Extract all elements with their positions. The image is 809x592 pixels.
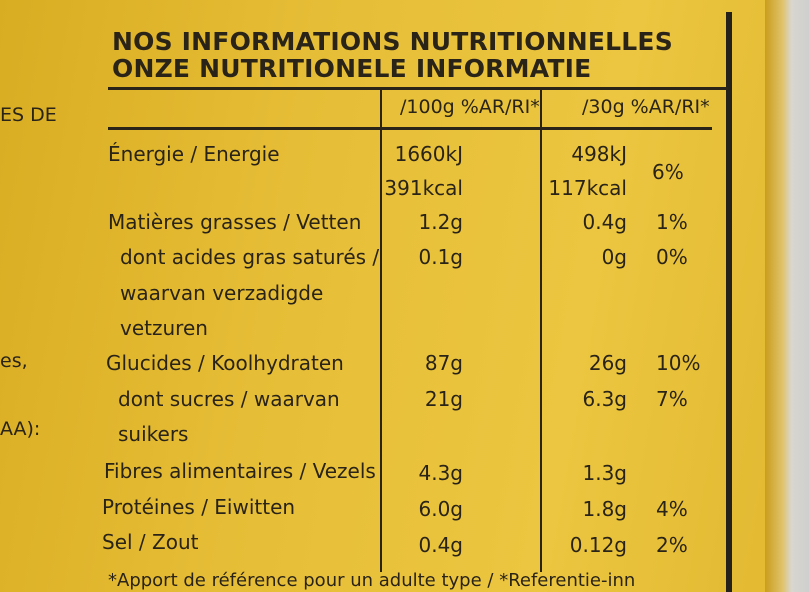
header-per-100g: /100g %AR/RI* (400, 96, 540, 118)
protein-100g: 6.0g (418, 497, 463, 521)
title-underline (108, 87, 728, 90)
energy-kj-30g: 498kJ (571, 142, 627, 166)
header-per-30g: /30g %AR/RI* (582, 96, 710, 118)
carbs-100g: 87g (424, 351, 463, 375)
salt-pct: 2% (656, 533, 688, 557)
fat-100g: 1.2g (418, 210, 463, 234)
energy-kcal-30g: 117kcal (548, 176, 627, 200)
salt-100g: 0.4g (418, 533, 463, 557)
saturated-30g: 0g (601, 245, 627, 269)
carbs-pct: 10% (656, 351, 701, 375)
table-border-right (726, 12, 732, 592)
saturated-pct: 0% (656, 245, 688, 269)
left-fragment-1: ES DE (0, 104, 57, 126)
sugars-30g: 6.3g (582, 387, 627, 411)
column-divider-right (540, 90, 542, 572)
row-label-sugars-2: suikers (118, 422, 189, 446)
sugars-100g: 21g (424, 387, 463, 411)
row-label-fat: Matières grasses / Vetten (108, 210, 362, 234)
row-label-energy: Énergie / Energie (108, 142, 280, 166)
carbs-30g: 26g (588, 351, 627, 375)
energy-pct: 6% (652, 160, 684, 184)
left-fragment-3: AA): (0, 418, 41, 440)
row-label-saturated-3: vetzuren (120, 316, 208, 340)
row-label-protein: Protéines / Eiwitten (102, 495, 296, 519)
header-underline (108, 127, 712, 130)
row-label-fibre: Fibres alimentaires / Vezels (104, 459, 376, 483)
left-fragment-2: es, (0, 350, 28, 372)
row-label-saturated-2: waarvan verzadigde (120, 281, 324, 305)
package-edge (765, 0, 809, 592)
column-divider-left (380, 90, 382, 572)
saturated-100g: 0.1g (418, 245, 463, 269)
row-label-sugars-1: dont sucres / waarvan (118, 387, 340, 411)
reference-intake-footnote: *Apport de référence pour un adulte type… (108, 570, 636, 591)
row-label-saturated-1: dont acides gras saturés / (120, 245, 380, 269)
protein-30g: 1.8g (582, 497, 627, 521)
nutrition-title: NOS INFORMATIONS NUTRITIONNELLES ONZE NU… (112, 28, 673, 82)
fat-pct: 1% (656, 210, 688, 234)
fat-30g: 0.4g (582, 210, 627, 234)
fibre-100g: 4.3g (418, 461, 463, 485)
row-label-carbohydrates: Glucides / Koolhydraten (106, 351, 344, 375)
energy-kcal-100g: 391kcal (384, 176, 463, 200)
fibre-30g: 1.3g (582, 461, 627, 485)
row-label-salt: Sel / Zout (102, 530, 199, 554)
energy-kj-100g: 1660kJ (394, 142, 463, 166)
title-dutch: ONZE NUTRITIONELE INFORMATIE (112, 54, 592, 83)
salt-30g: 0.12g (569, 533, 627, 557)
title-french: NOS INFORMATIONS NUTRITIONNELLES (112, 27, 673, 56)
sugars-pct: 7% (656, 387, 688, 411)
protein-pct: 4% (656, 497, 688, 521)
